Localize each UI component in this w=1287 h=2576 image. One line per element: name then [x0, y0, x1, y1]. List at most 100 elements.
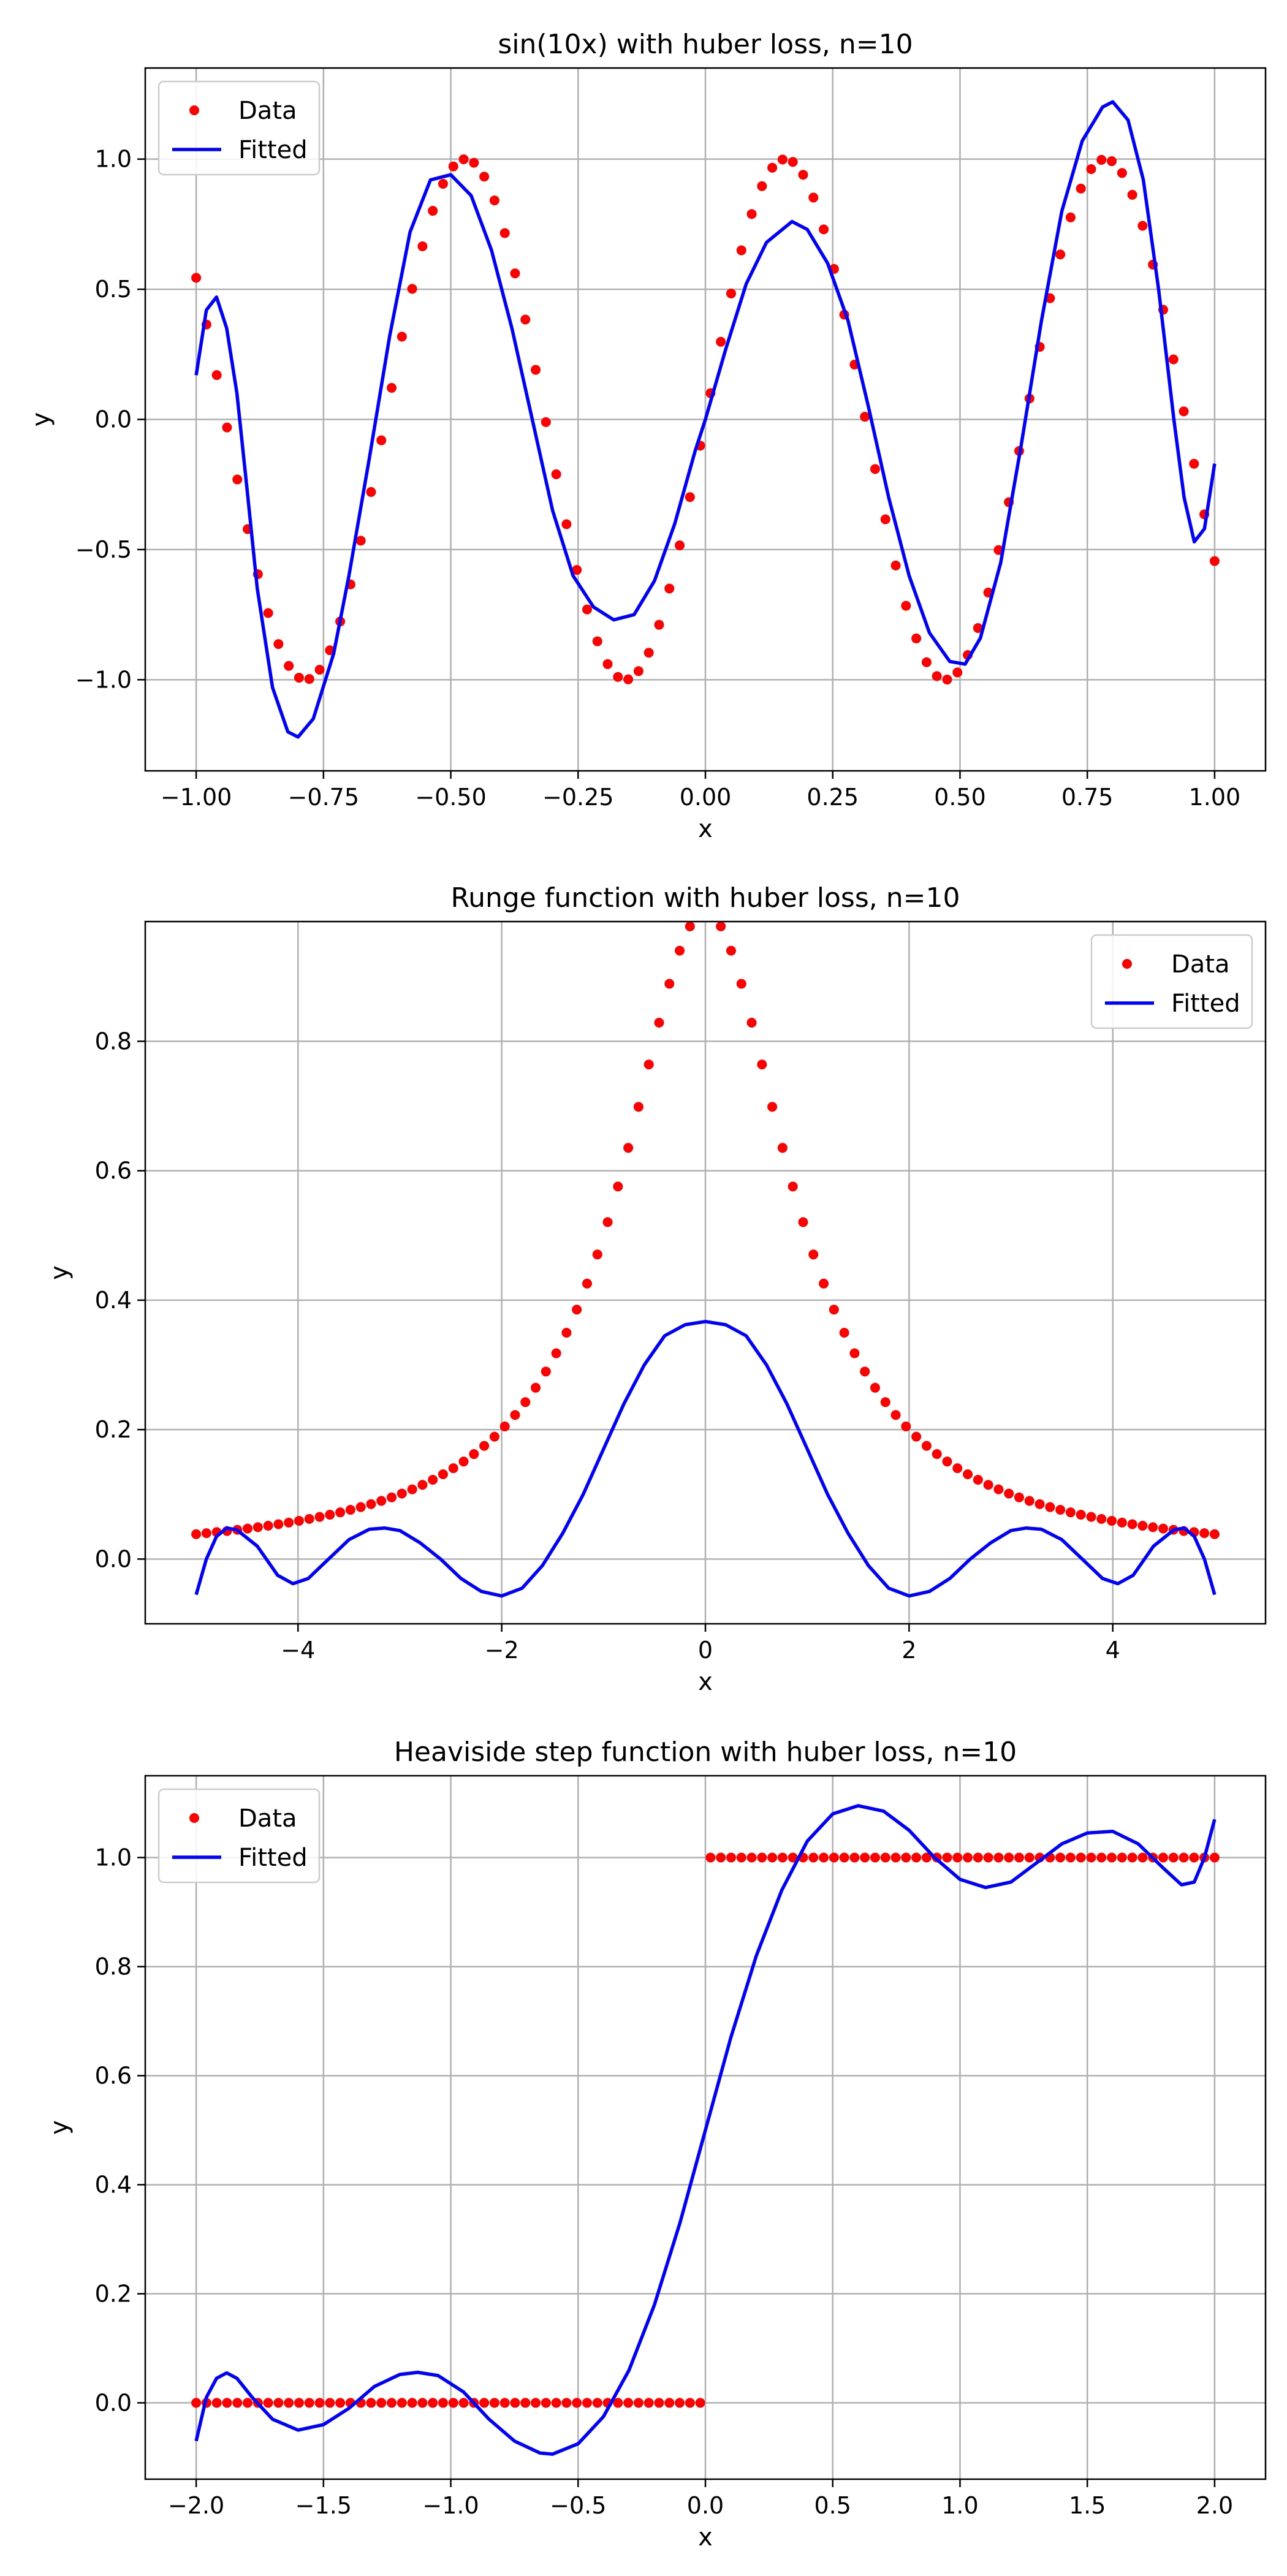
x-tick-label: 0.5 — [814, 2492, 851, 2519]
x-axis-label: x — [698, 815, 713, 843]
chart-title: Heaviside step function with huber loss,… — [394, 1737, 1017, 1768]
data-point — [243, 2398, 253, 2408]
x-tick-label: −1.0 — [422, 2492, 479, 2519]
data-point — [1158, 1523, 1168, 1534]
data-point — [613, 1181, 623, 1192]
legend: Data Fitted — [158, 1788, 321, 1884]
data-point — [736, 245, 746, 256]
data-point — [1055, 249, 1066, 260]
data-point — [942, 675, 952, 685]
data-point — [942, 1852, 952, 1863]
data-point — [355, 536, 366, 546]
legend-data-label: Data — [238, 1805, 297, 1833]
data-point — [932, 671, 942, 681]
data-point — [1179, 406, 1189, 417]
data-point — [489, 1431, 499, 1442]
data-point — [952, 667, 963, 678]
data-point — [777, 1852, 788, 1863]
x-tick-label: 2 — [902, 1637, 916, 1664]
data-point — [1117, 1852, 1127, 1863]
y-tick-label: 1.0 — [95, 146, 132, 173]
data-point — [1117, 168, 1127, 178]
data-point — [541, 417, 551, 427]
data-point — [582, 1278, 592, 1289]
data-point — [746, 1852, 757, 1863]
chart-title: Runge function with huber loss, n=10 — [451, 882, 960, 914]
x-tick-label: 0.50 — [934, 784, 986, 811]
data-point — [1127, 1852, 1137, 1863]
data-point — [1004, 1488, 1014, 1499]
data-point — [654, 619, 664, 630]
data-point — [438, 2398, 448, 2408]
data-point — [716, 921, 726, 931]
data-point — [746, 209, 757, 219]
data-point — [644, 1059, 654, 1070]
data-point — [1107, 156, 1117, 167]
data-point — [325, 1509, 335, 1520]
data-point — [685, 921, 695, 931]
data-point — [1158, 1852, 1168, 1863]
data-point — [644, 648, 654, 658]
data-point — [366, 487, 376, 497]
data-point — [890, 1852, 901, 1863]
data-point — [921, 1441, 932, 1451]
data-point — [633, 666, 644, 676]
data-point — [232, 474, 243, 485]
data-point — [458, 1457, 469, 1467]
data-point — [1014, 1492, 1024, 1502]
legend-box — [158, 80, 321, 176]
data-point — [1148, 1522, 1158, 1532]
data-point — [387, 1492, 397, 1502]
data-point — [345, 1505, 355, 1515]
data-point — [1014, 1852, 1024, 1863]
data-point — [1127, 1519, 1137, 1529]
data-point — [499, 1421, 510, 1431]
data-point — [602, 1217, 613, 1227]
data-point — [613, 2398, 623, 2408]
data-point — [901, 1421, 911, 1431]
chart-title: sin(10x) with huber loss, n=10 — [498, 29, 913, 60]
data-point — [294, 2398, 304, 2408]
y-tick-label: 0.6 — [95, 2062, 132, 2089]
data-point — [561, 1328, 572, 1338]
data-point — [767, 1852, 778, 1863]
data-point — [531, 1382, 541, 1393]
data-point — [1137, 1852, 1148, 1863]
x-tick-label: 4 — [1106, 1637, 1120, 1664]
data-point — [757, 181, 767, 191]
data-point — [387, 382, 397, 393]
data-point — [963, 1469, 973, 1480]
data-point — [397, 2398, 407, 2408]
data-point — [1076, 183, 1086, 194]
data-point — [890, 560, 901, 570]
data-point — [901, 600, 911, 611]
data-point — [654, 1018, 664, 1028]
data-point — [417, 1480, 428, 1490]
data-point — [716, 336, 726, 347]
data-point — [397, 331, 407, 342]
x-tick-label: 1.00 — [1189, 784, 1241, 811]
data-point — [870, 464, 880, 474]
data-point — [613, 672, 623, 682]
y-tick-label: 0.2 — [95, 2280, 132, 2307]
data-point — [860, 1366, 870, 1377]
sin-chart: −1.00 −0.75 −0.50 −0.25 0.00 0.25 0.50 0.75 1.00… — [27, 29, 1267, 843]
x-tick-label: −2 — [485, 1637, 519, 1664]
data-point — [335, 1507, 346, 1518]
data-point — [870, 1382, 880, 1393]
data-point — [798, 1217, 808, 1227]
data-point — [582, 2398, 592, 2408]
data-point — [736, 979, 746, 989]
data-point — [438, 1469, 448, 1480]
data-point — [767, 1102, 778, 1112]
data-point — [551, 1348, 561, 1358]
runge-chart: −4 −2 0 2 4 0.0 0.2 0.4 0.6 0.8 Runge function wit… — [45, 882, 1267, 1696]
fitted-line — [194, 1319, 1217, 1598]
data-point — [777, 154, 788, 165]
data-point — [849, 1852, 860, 1863]
x-tick-label: −4 — [281, 1637, 315, 1664]
data-point — [520, 314, 531, 325]
data-point — [232, 2398, 243, 2408]
y-axis-label: y — [45, 2120, 74, 2135]
